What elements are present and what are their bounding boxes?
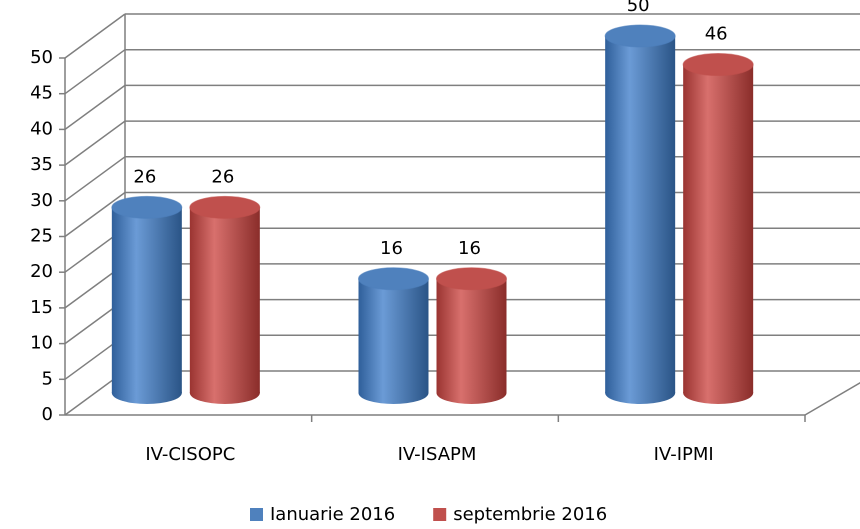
y-tick-label: 50 bbox=[30, 47, 53, 68]
bar-base bbox=[436, 382, 507, 404]
bar-top bbox=[604, 24, 676, 48]
grid-line bbox=[64, 191, 126, 238]
y-tick-label: 20 bbox=[30, 261, 53, 282]
bar bbox=[358, 278, 429, 393]
bar-base bbox=[683, 382, 754, 404]
bar-base bbox=[189, 382, 260, 404]
data-label: 16 bbox=[380, 238, 403, 259]
y-tick-label: 35 bbox=[30, 154, 53, 175]
y-tick-label: 45 bbox=[30, 83, 53, 104]
bar-base bbox=[605, 382, 676, 404]
bar bbox=[436, 278, 507, 393]
legend-label: Ianuarie 2016 bbox=[270, 504, 395, 525]
grid-line bbox=[64, 156, 126, 202]
data-label: 16 bbox=[458, 238, 481, 259]
bar-top bbox=[111, 195, 183, 219]
legend-swatch bbox=[433, 508, 447, 521]
y-tick-label: 40 bbox=[30, 118, 53, 139]
bar bbox=[111, 207, 182, 393]
y-tick-label: 5 bbox=[42, 368, 53, 389]
grid-line bbox=[64, 120, 126, 166]
y-tick-label: 10 bbox=[30, 333, 53, 354]
legend-label: septembrie 2016 bbox=[453, 504, 607, 525]
y-tick-label: 25 bbox=[30, 226, 53, 247]
bar bbox=[189, 207, 260, 393]
floor-right bbox=[804, 382, 860, 416]
data-label: 26 bbox=[133, 166, 156, 187]
legend-swatch bbox=[250, 508, 263, 521]
bar-base bbox=[358, 382, 429, 404]
grid-line bbox=[64, 49, 126, 95]
grid-line bbox=[64, 84, 126, 131]
x-tick-label: IV-ISAPM bbox=[398, 444, 477, 465]
bar-top bbox=[189, 195, 261, 219]
data-label: 50 bbox=[627, 0, 650, 16]
bar bbox=[605, 36, 676, 393]
data-label: 26 bbox=[211, 166, 234, 187]
bar bbox=[683, 64, 754, 393]
grid-line bbox=[64, 13, 126, 59]
bar-top bbox=[358, 267, 429, 291]
bar-base bbox=[111, 382, 182, 404]
x-tick-label: IV-CISOPC bbox=[145, 444, 235, 465]
y-tick-label: 0 bbox=[42, 404, 53, 425]
bar-top bbox=[682, 53, 754, 77]
data-label: 46 bbox=[705, 24, 728, 45]
bar-top bbox=[436, 267, 507, 291]
y-tick-label: 15 bbox=[30, 297, 53, 318]
x-tick-label: IV-IPMI bbox=[654, 444, 714, 465]
y-tick-label: 30 bbox=[30, 190, 53, 211]
